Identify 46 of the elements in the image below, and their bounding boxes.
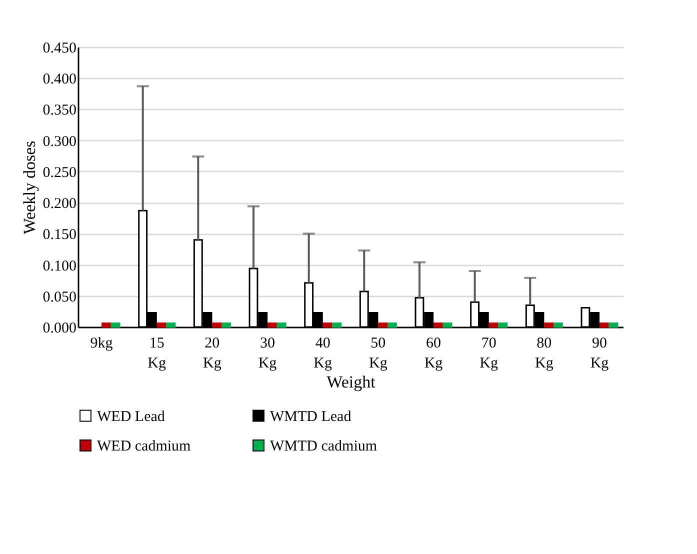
y-tick-label: 0.450	[42, 40, 76, 56]
bar	[267, 322, 277, 328]
x-tick-label: 20 Kg	[203, 336, 222, 372]
bar	[544, 322, 554, 328]
bar	[442, 322, 452, 328]
bar	[212, 322, 222, 328]
y-axis-title: Weekly doses	[20, 140, 39, 234]
y-tick-label: 0.250	[42, 164, 76, 181]
legend-label: WMTD Lead	[270, 408, 352, 425]
bar	[387, 322, 397, 328]
x-tick-label: 60 Kg	[424, 336, 444, 372]
y-tick-label: 0.400	[42, 72, 76, 88]
legend-label: WED cadmium	[97, 438, 192, 454]
legend-label: WED Lead	[97, 408, 166, 425]
bar	[378, 322, 388, 328]
bar	[276, 322, 286, 328]
y-tick-label: 0.050	[42, 289, 76, 306]
x-tick-label: 90 Kg	[590, 336, 610, 372]
y-tick-label: 0.100	[42, 258, 76, 274]
y-tick-label: 0.350	[42, 102, 76, 119]
y-tick-label: 0.200	[42, 196, 76, 212]
x-tick-label: 40 Kg	[314, 336, 332, 372]
bar	[101, 322, 111, 328]
legend-label: WMTD cadmium	[270, 438, 378, 454]
bar	[221, 322, 231, 328]
y-tick-label: 0.150	[42, 227, 76, 244]
bar	[322, 322, 332, 328]
bar	[166, 322, 176, 328]
y-tick-label: 0.000	[42, 320, 76, 336]
x-tick-label: 30 Kg	[258, 336, 278, 372]
bar	[433, 322, 443, 328]
x-tick-label: 80 Kg	[534, 336, 554, 372]
bar	[608, 322, 618, 328]
bar	[332, 322, 342, 328]
x-tick-label: 70 Kg	[480, 336, 498, 372]
y-tick-label: 0.300	[42, 134, 76, 150]
bar	[156, 322, 166, 328]
bar	[488, 322, 498, 328]
x-axis-title: Weight	[326, 372, 376, 392]
x-tick-label: 50 Kg	[368, 336, 388, 372]
bar	[110, 322, 120, 328]
bar	[553, 322, 563, 328]
x-tick-label: 9kg	[90, 336, 114, 352]
bar	[498, 322, 508, 328]
x-tick-label: 15 Kg	[148, 336, 167, 372]
bar	[599, 322, 609, 328]
